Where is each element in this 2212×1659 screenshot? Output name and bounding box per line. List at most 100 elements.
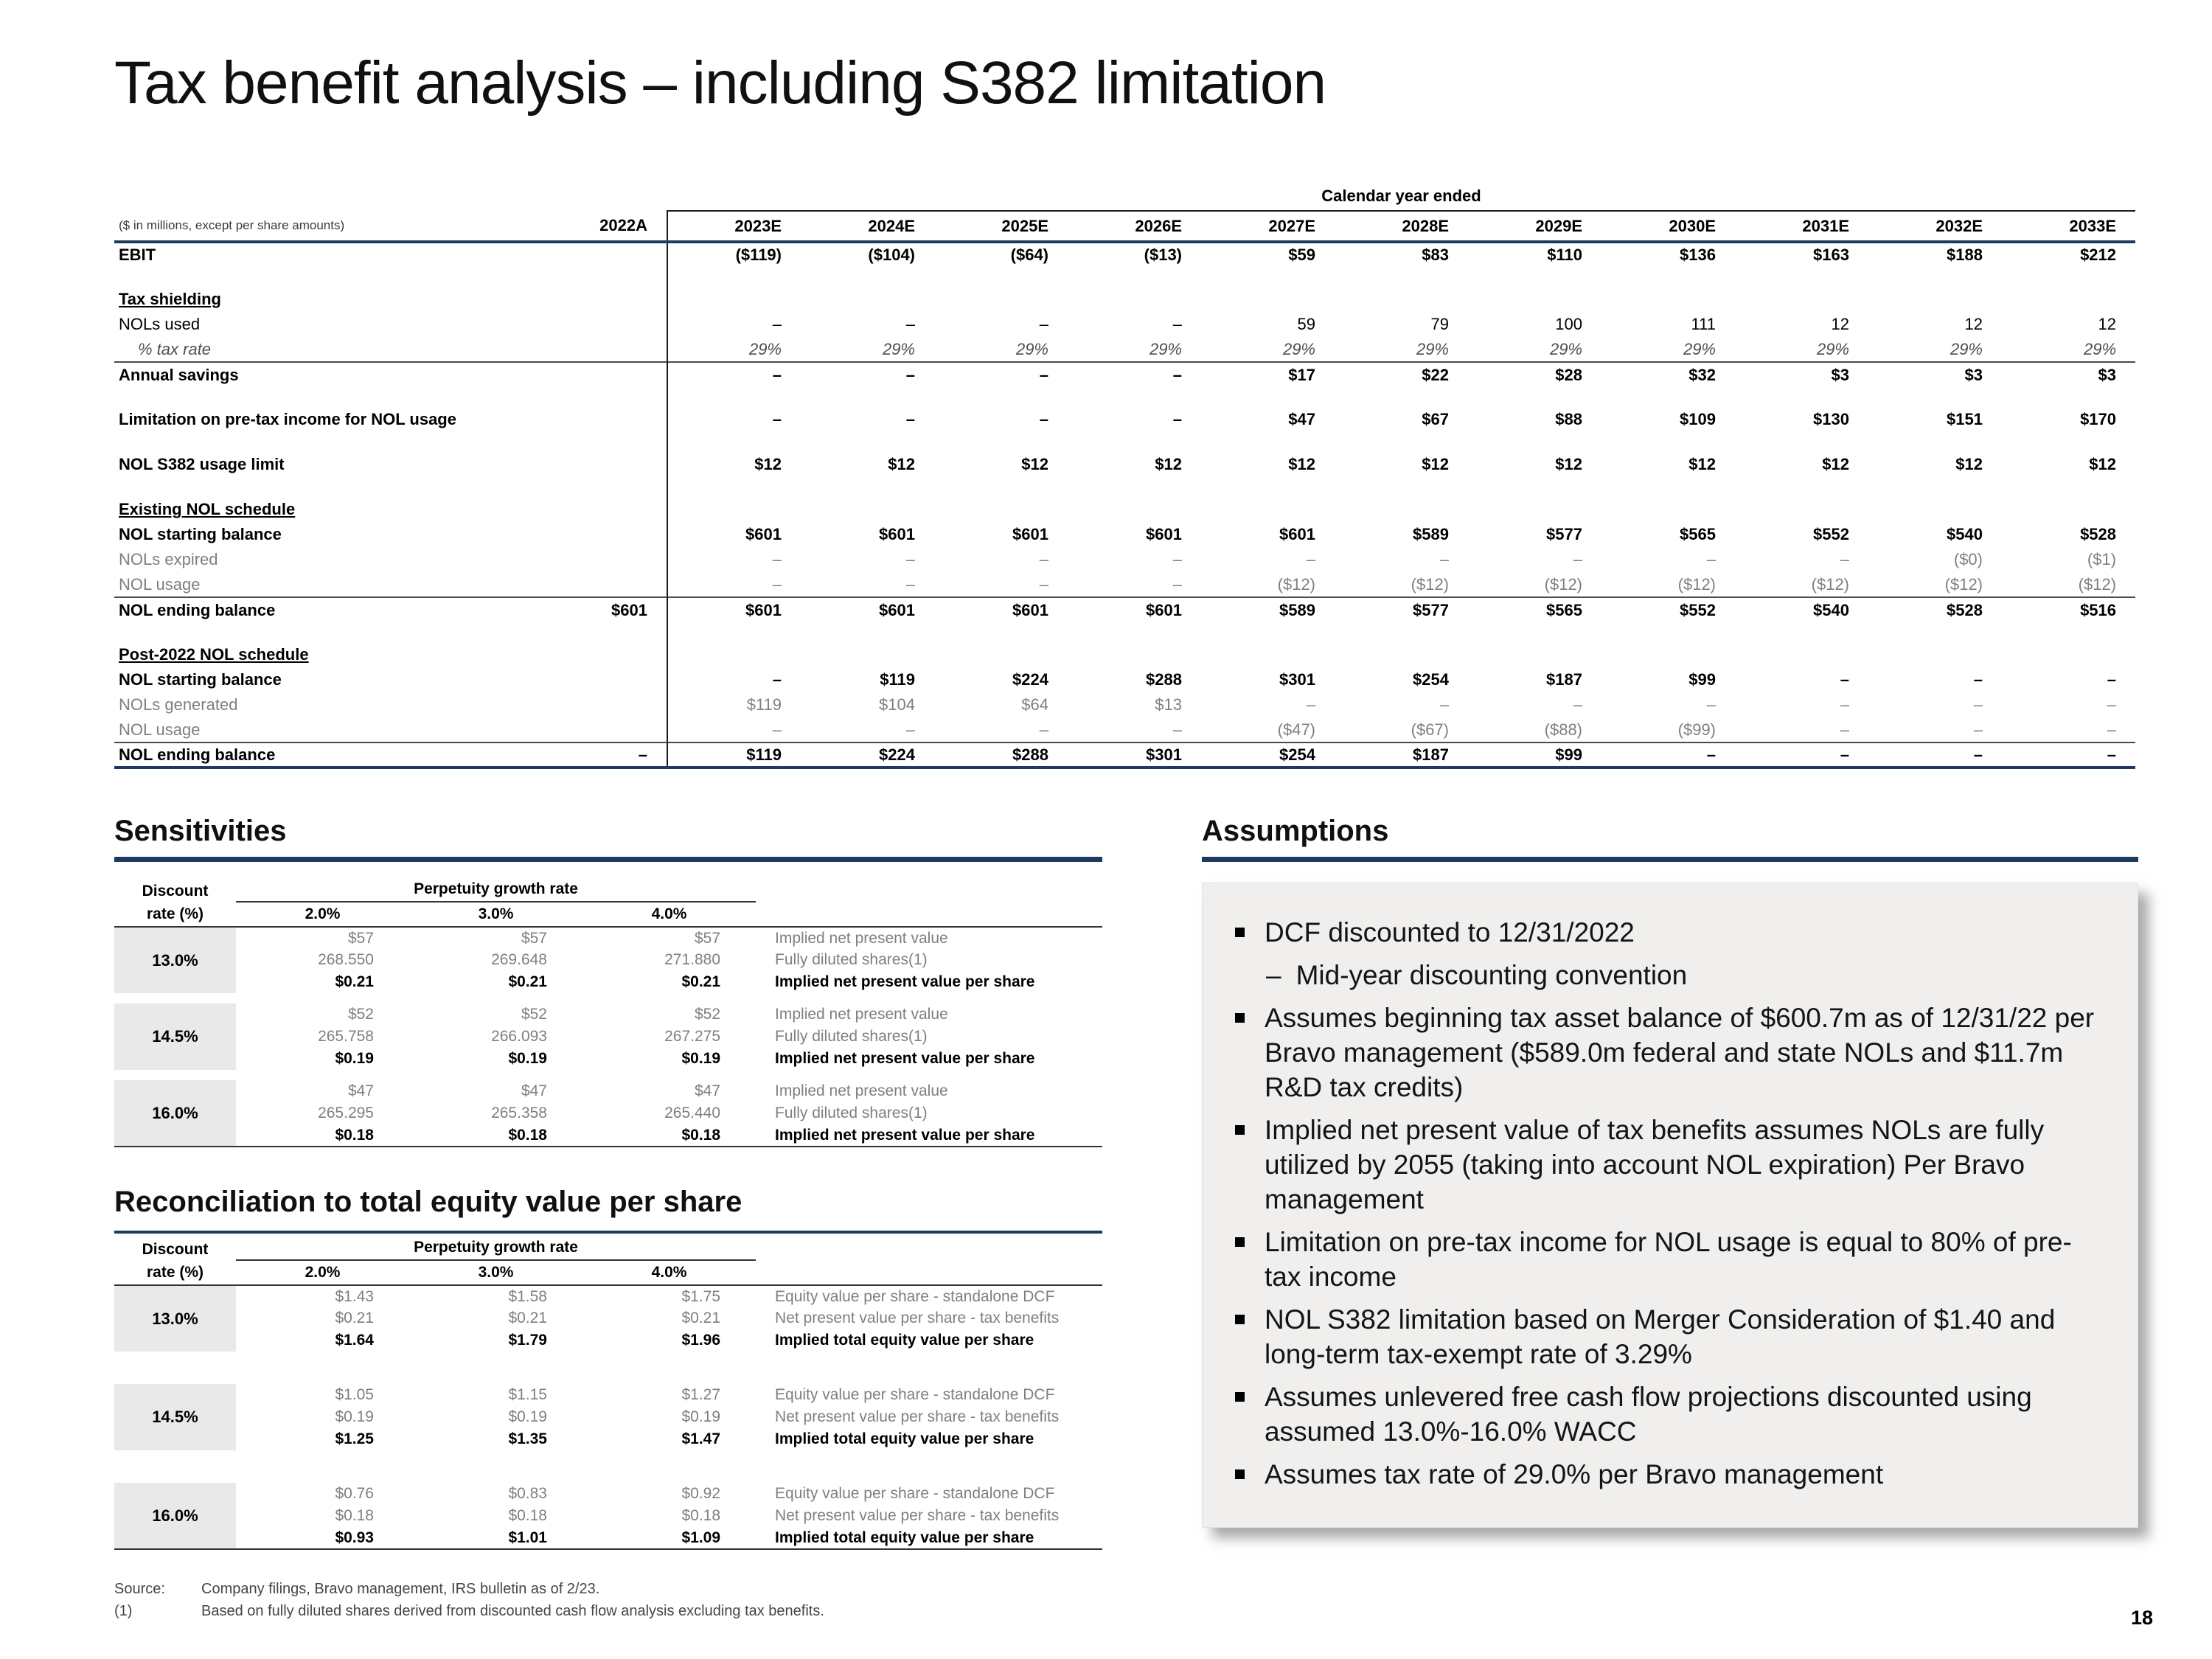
value-cell: $3: [1868, 361, 2002, 387]
empty-cell: [571, 183, 667, 211]
main-table-row: NOL usage – – – – ($47) ($67) ($88) ($99) – – –: [114, 717, 2135, 742]
value-cell: $0.18: [335, 1507, 374, 1524]
reconciliation-heading: Reconciliation to total equity value per…: [114, 1186, 742, 1218]
value-cell: ($47): [1277, 720, 1315, 739]
value-cell: $12: [1422, 455, 1449, 473]
assumption-text: Assumes beginning tax asset balance of $…: [1265, 1002, 2095, 1102]
value-cell: $12: [1155, 455, 1182, 473]
year-header-2023E: 2023E: [667, 211, 801, 243]
value-cell: $0.19: [335, 1050, 374, 1067]
value-cell: $0.19: [508, 1050, 547, 1067]
perpetuity-growth-rate-header: Perpetuity growth rate: [236, 874, 757, 902]
value-cell: $119: [880, 670, 915, 689]
value-cell: [571, 667, 667, 692]
value-cell: [1335, 432, 1468, 452]
value-cell: $130: [1813, 410, 1849, 428]
value-cell: $1.09: [681, 1528, 721, 1546]
value-cell: –: [1306, 550, 1315, 568]
value-cell: $104: [879, 695, 915, 714]
grid-line-row: $0.19 $0.19 $0.19 Implied net present value…: [114, 1048, 1102, 1070]
value-cell: [667, 497, 801, 522]
value-cell: –: [1840, 670, 1849, 689]
value-cell: [571, 387, 667, 407]
row-label: Annual savings: [114, 361, 571, 387]
spacer-cell: [114, 1352, 1102, 1384]
line-label: Implied net present value: [775, 1006, 948, 1023]
line-label: Implied total equity value per share: [775, 1430, 1034, 1447]
value-cell: [934, 642, 1068, 667]
grid-header-row-2: rate (%) 2.0% 3.0% 4.0%: [114, 1260, 1103, 1286]
value-cell: [667, 267, 801, 287]
value-cell: $565: [1680, 525, 1716, 543]
value-cell: [1868, 642, 2002, 667]
value-cell: –: [1706, 695, 1716, 714]
row-label: NOLs used: [119, 315, 201, 333]
value-cell: [571, 717, 667, 742]
line-label: Implied net present value per share: [775, 973, 1035, 990]
row-label: NOL starting balance: [119, 670, 282, 689]
main-table-row: NOL starting balance $601 $601 $601 $601 $601…: [114, 522, 2135, 547]
value-cell: –: [1840, 720, 1849, 739]
main-table-row: EBIT ($119) ($104) ($64) ($13) $59 $83 $110 $136…: [114, 242, 2135, 267]
value-cell: –: [1439, 695, 1449, 714]
value-cell: [571, 361, 667, 387]
value-cell: 269.648: [491, 951, 547, 968]
value-cell: $12: [1688, 455, 1716, 473]
bullet-square-icon: [1235, 1237, 1245, 1247]
row-label: NOLs generated: [119, 695, 238, 714]
bullet-square-icon: [1235, 1314, 1245, 1324]
value-cell: $83: [1422, 246, 1449, 264]
assumption-text: Assumes unlevered free cash flow project…: [1265, 1381, 2032, 1447]
value-cell: –: [1172, 550, 1182, 568]
value-cell: $3: [2002, 361, 2136, 387]
value-cell: [1468, 287, 1601, 312]
value-cell: $12: [1822, 455, 1849, 473]
value-cell: $601: [879, 525, 915, 543]
value-cell: –: [667, 717, 801, 742]
value-cell: $12: [2089, 455, 2117, 473]
line-label: Net present value per share - tax benefi…: [775, 1507, 1060, 1524]
grid-line-row: 13.0% $1.43 $1.58 $1.75 Equity value per sha…: [114, 1285, 1102, 1352]
assumptions-list: DCF discounted to 12/31/2022 – Mid-year di…: [1232, 916, 2108, 1492]
value-cell: [1335, 267, 1468, 287]
value-cell: $67: [1422, 410, 1449, 428]
value-cell: $224: [801, 742, 934, 769]
value-cell: [1468, 387, 1601, 407]
value-cell: [1068, 622, 1201, 642]
value-cell: $601: [667, 522, 801, 547]
value-cell: $52: [521, 1006, 547, 1023]
value-cell: [934, 267, 1068, 287]
value-cell: $528: [2080, 525, 2117, 543]
value-cell: –: [1039, 720, 1048, 739]
discount-label: Discount: [142, 1241, 209, 1258]
rate-pct-label: rate (%): [114, 1260, 236, 1286]
main-table-row: Post-2022 NOL schedule: [114, 642, 2135, 667]
lower-section: Sensitivities Discount Perpetuity growth …: [114, 815, 2138, 1625]
value-cell: $0.19: [335, 1408, 374, 1425]
source-row: Source: Company filings, Bravo managemen…: [114, 1581, 1102, 1598]
value-cell: –: [1439, 550, 1449, 568]
value-cell: $52: [347, 1006, 374, 1023]
value-cell: ($12): [1411, 574, 1449, 594]
value-cell: $12: [1555, 455, 1582, 473]
value-cell: $99: [1688, 670, 1716, 689]
value-cell: $32: [1601, 361, 1735, 387]
value-cell: [667, 387, 801, 407]
value-cell: $88: [1555, 410, 1582, 428]
empty-cell: [756, 1232, 1102, 1260]
value-cell: [1201, 477, 1335, 497]
spacer-cell: [114, 1450, 1102, 1483]
value-cell: $0.19: [681, 1408, 721, 1425]
spacer-row: [114, 1450, 1102, 1483]
value-cell: $12: [1288, 455, 1315, 473]
value-cell: $0.76: [335, 1485, 374, 1502]
value-cell: [801, 267, 934, 287]
value-cell: [667, 642, 801, 667]
value-cell: ($119): [667, 242, 801, 267]
value-cell: $64: [1021, 695, 1048, 714]
main-table-group-row: Calendar year ended: [114, 183, 2136, 212]
value-cell: 271.880: [664, 951, 721, 968]
value-cell: [2002, 287, 2135, 312]
value-cell: [1735, 432, 1868, 452]
value-cell: –: [1172, 315, 1182, 333]
